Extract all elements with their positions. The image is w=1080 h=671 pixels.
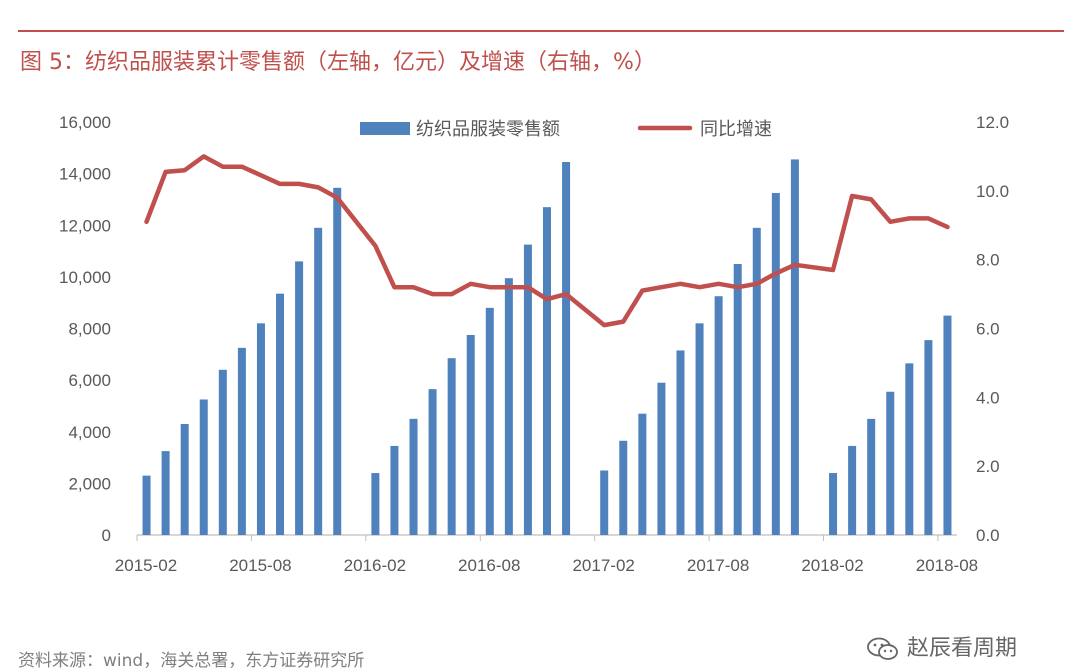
y-right-tick-label: 4.0 — [976, 388, 1000, 407]
bar — [543, 207, 551, 535]
x-tick-label: 2017-08 — [687, 556, 749, 575]
bar — [199, 399, 208, 535]
bar — [657, 382, 666, 535]
bar — [485, 307, 494, 535]
bar — [314, 227, 323, 536]
growth-line — [144, 154, 950, 328]
tick-labels: 0 2,000 4,000 6,000 8,000 10,000 12,000 14,000 1… — [59, 113, 1009, 575]
y-right-tick-label: 8.0 — [976, 251, 1000, 270]
bar — [714, 296, 723, 535]
legend-label-bars: 纺织品服装零售额 — [416, 119, 560, 140]
bar — [295, 261, 304, 535]
bar — [619, 440, 628, 535]
bar — [180, 424, 189, 535]
x-tick-label: 2018-02 — [801, 556, 863, 575]
y-right-tick-label: 12.0 — [976, 113, 1009, 132]
bar — [733, 263, 742, 535]
bar-series — [142, 159, 952, 536]
bar — [905, 363, 914, 535]
y-right-tick-label: 0.0 — [976, 526, 1000, 545]
bar — [428, 389, 437, 535]
y-left-tick-label: 0 — [102, 526, 111, 545]
bar — [771, 192, 780, 535]
bar — [676, 350, 685, 535]
x-tick-label: 2015-02 — [115, 556, 177, 575]
legend-swatch-bars — [360, 122, 410, 135]
y-right-tick-label: 2.0 — [976, 457, 1000, 476]
bar — [447, 358, 456, 535]
bar — [390, 445, 399, 535]
y-left-tick-label: 6,000 — [68, 371, 111, 390]
bar — [218, 369, 227, 535]
legend-label-line: 同比增速 — [700, 119, 772, 140]
bar — [924, 340, 933, 535]
wechat-icon — [866, 636, 900, 662]
watermark: 赵辰看周期 — [866, 630, 1017, 662]
watermark-text: 赵辰看周期 — [907, 636, 1018, 661]
bar — [276, 293, 285, 535]
y-left-tick-label: 2,000 — [68, 474, 111, 493]
bar — [848, 445, 857, 535]
bar — [886, 391, 895, 535]
legend: 纺织品服装零售额 同比增速 — [360, 119, 772, 140]
x-tick-label: 2018-08 — [916, 556, 978, 575]
bar — [752, 227, 761, 536]
bar — [562, 162, 571, 535]
x-tick-label: 2015-08 — [229, 556, 291, 575]
bar — [638, 413, 647, 535]
bar — [161, 451, 170, 535]
source-note: 资料来源：wind，海关总署，东方证券研究所 — [18, 651, 365, 671]
bar — [142, 475, 151, 535]
x-tick-label: 2016-02 — [344, 556, 406, 575]
bar — [371, 473, 380, 535]
bar — [333, 187, 342, 535]
x-tick-label: 2017-02 — [572, 556, 634, 575]
bar — [829, 473, 838, 535]
bar — [237, 347, 246, 535]
bar — [867, 418, 876, 535]
top-rule — [18, 30, 1064, 32]
bar — [504, 278, 513, 535]
bar — [256, 323, 265, 535]
bar — [695, 323, 704, 535]
axes — [136, 534, 957, 541]
line-series — [144, 154, 950, 328]
y-left-tick-label: 4,000 — [68, 423, 111, 442]
y-left-tick-label: 8,000 — [68, 320, 111, 339]
y-right-tick-label: 6.0 — [976, 320, 1000, 339]
y-right-tick-label: 10.0 — [976, 182, 1009, 201]
bar — [466, 334, 475, 535]
y-left-tick-label: 14,000 — [59, 165, 111, 184]
figure-title: 图 5：纺织品服装累计零售额（左轴，亿元）及增速（右轴，%） — [20, 50, 656, 75]
y-left-tick-label: 16,000 — [59, 113, 111, 132]
y-left-tick-label: 12,000 — [59, 216, 111, 235]
bar — [409, 418, 418, 535]
x-tick-label: 2016-08 — [458, 556, 520, 575]
bar — [943, 315, 952, 535]
bar — [600, 470, 609, 535]
bar — [790, 159, 799, 535]
bar — [523, 244, 532, 535]
y-left-tick-label: 10,000 — [59, 268, 111, 287]
